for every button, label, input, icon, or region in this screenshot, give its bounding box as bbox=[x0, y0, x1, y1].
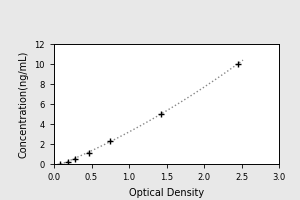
Y-axis label: Concentration(ng/mL): Concentration(ng/mL) bbox=[19, 50, 29, 158]
X-axis label: Optical Density: Optical Density bbox=[129, 188, 204, 198]
